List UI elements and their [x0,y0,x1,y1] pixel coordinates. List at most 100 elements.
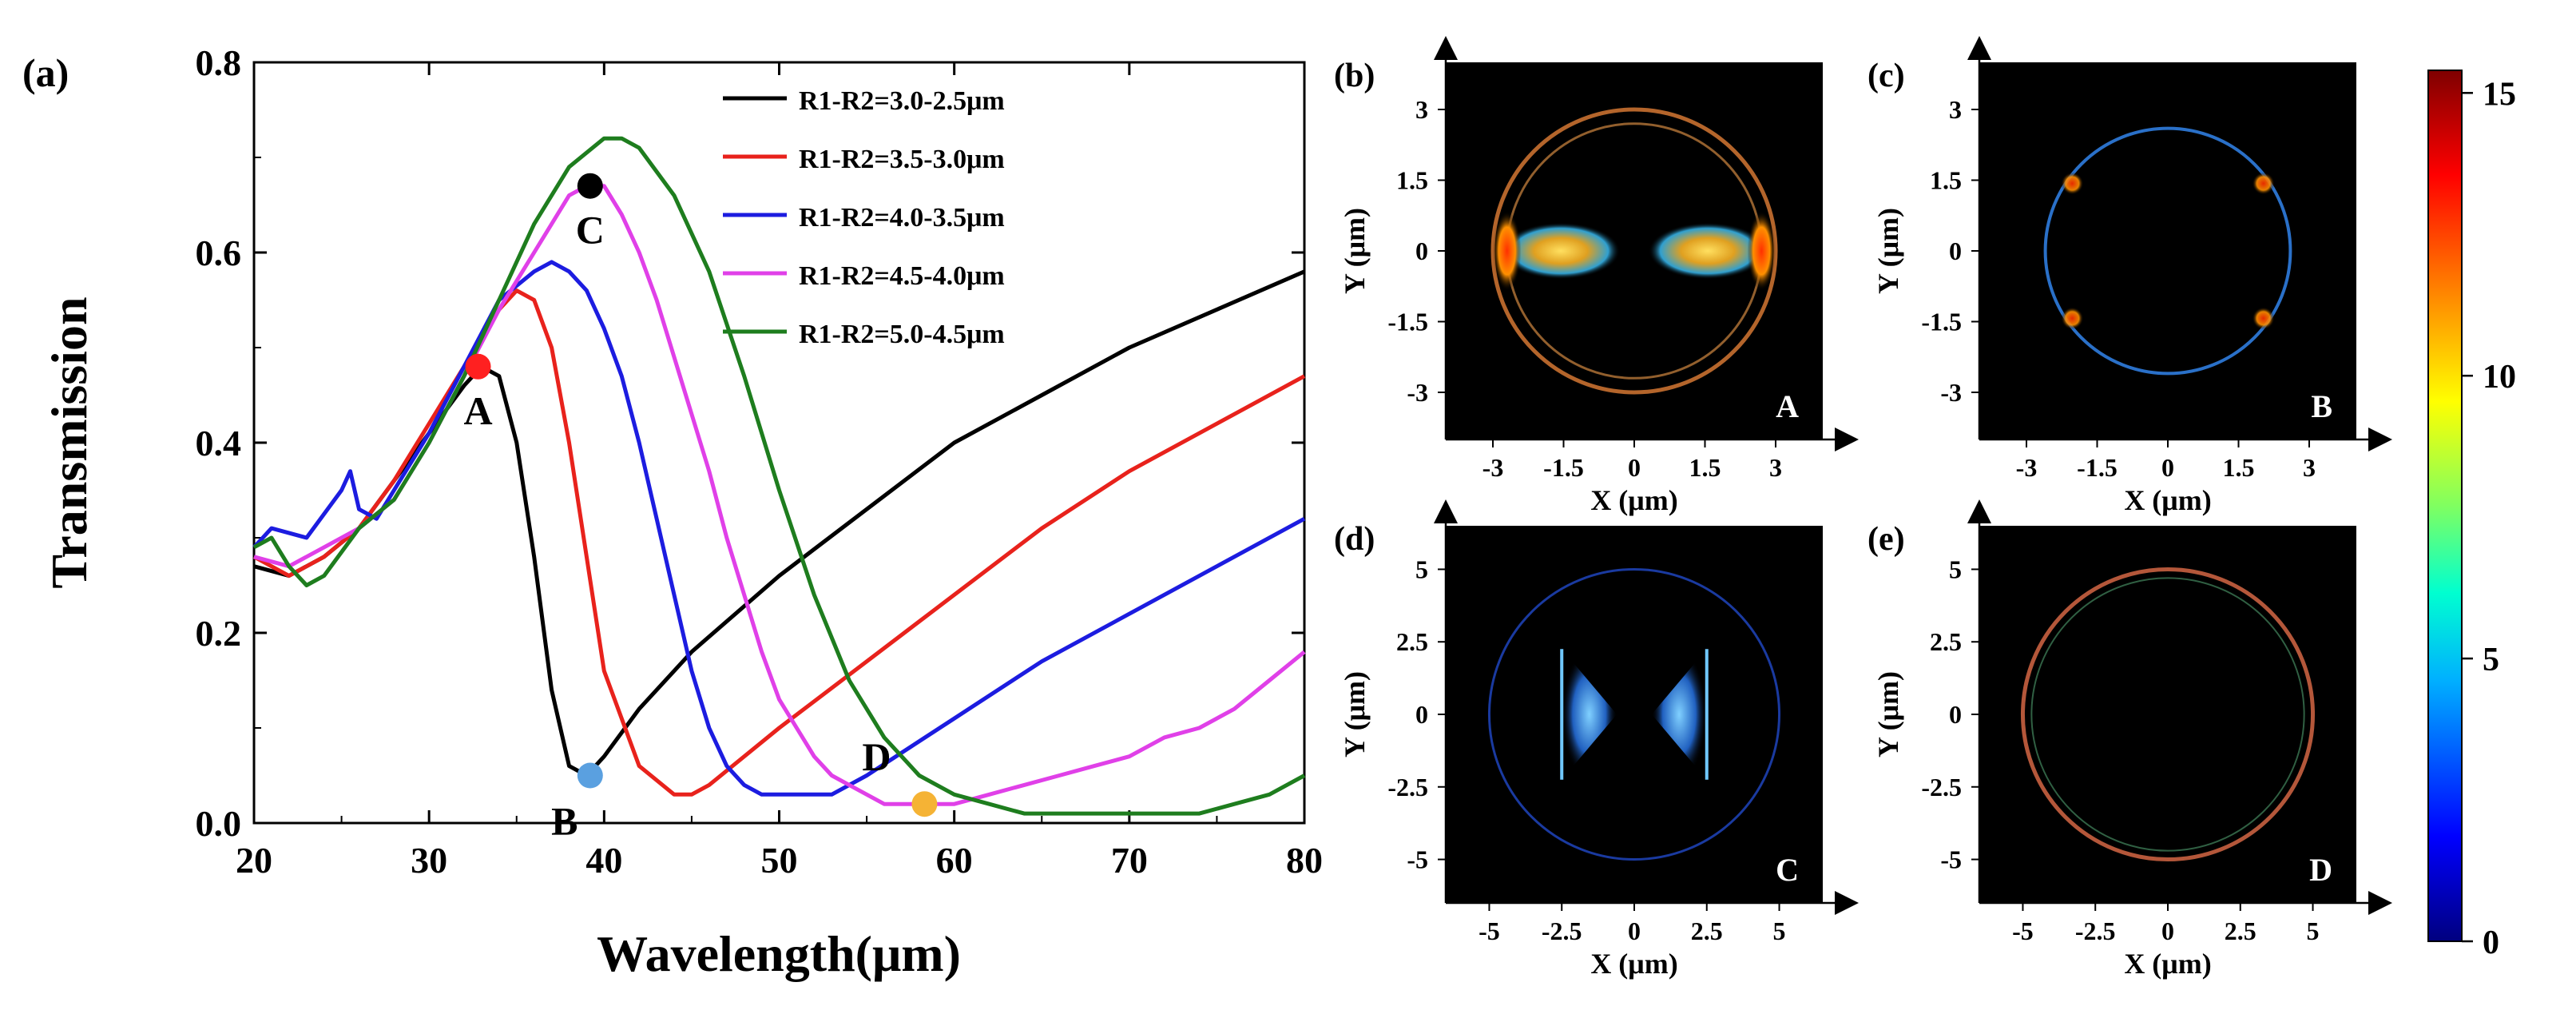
field-lobe-right [1648,222,1768,280]
x-tick-label: 0 [2161,453,2174,482]
series-line-r1-r2-3.5-3.0-m [252,288,1306,797]
heatmap-background [1446,526,1823,903]
y-tick-label: 2.5 [1930,627,1962,656]
y-tick-label: 1.5 [1396,166,1428,195]
field-ring-inner [2030,577,2305,852]
x-tick-label: -3 [1482,453,1504,482]
x-tick-label: 30 [411,840,447,881]
panel-point-label: A [1776,388,1799,424]
field-hotspot [2252,307,2275,330]
y-tick-label: 0 [1415,237,1428,265]
y-tick-label: 3 [1415,95,1428,124]
y-tick-label: 0.8 [196,42,242,83]
panel-point-label: D [2309,852,2332,888]
x-tick-label: 5 [2307,917,2320,945]
legend-entry-r1-r2-3.5-3.0-m: R1-R2=3.5-3.0μm [799,145,1005,174]
y-tick-label: -5 [1407,845,1428,874]
legend-entry-r1-r2-3.0-2.5-m: R1-R2=3.0-2.5μm [799,86,1005,116]
x-tick-label: -1.5 [1543,453,1584,482]
field-hotspot [2061,172,2084,195]
marker-point-c [577,173,603,199]
x-tick-label: 60 [936,840,973,881]
x-tick-label: -5 [2012,917,2034,945]
panel-label: (c) [1868,58,1905,94]
series-line-r1-r2-4.5-4.0-m [253,184,1306,806]
marker-label-b: B [551,799,578,844]
y-tick-label: 5 [1949,555,1962,583]
marker-label-d: D [862,734,891,779]
point-markers: A B C D [463,173,938,844]
x-tick-label: 3 [1769,453,1782,482]
colorbar: 0 5 10 15 [2427,70,2516,961]
y-tick-label: 0 [1949,700,1962,729]
heatmap-panel-b: -3 -1.5 0 1.5 3 3 1.5 0 -1.5 -3 X (μm) Y (μm) (b) A [1334,36,1859,516]
y-axis-label: Y (μm) [1339,208,1371,294]
field-ring [1487,567,1781,861]
panel-point-label: C [1776,852,1799,888]
x-tick-label: 2.5 [1691,917,1723,945]
x-axis-label: X (μm) [1590,484,1677,516]
heatmap-background [1979,526,2356,903]
x-tick-label: 3 [2303,453,2316,482]
legend-entry-r1-r2-4.5-4.0-m: R1-R2=4.5-4.0μm [799,261,1005,291]
x-tick-label: -2.5 [2075,917,2116,945]
y-tick-label: -2.5 [1921,773,1962,801]
y-tick-label: 1.5 [1930,166,1962,195]
x-tick-label: 1.5 [1689,453,1721,482]
y-tick-label: -3 [1407,378,1428,407]
x-tick-label: 40 [585,840,622,881]
marker-point-b [577,762,603,789]
x-axis-label: X (μm) [1590,948,1677,980]
field-lobe-left [1501,222,1621,280]
colorbar-tick-label: 5 [2483,642,2499,678]
legend: R1-R2=3.0-2.5μm R1-R2=3.5-3.0μm R1-R2=4.0-… [723,86,1005,349]
heatmap-panel-c: -3 -1.5 0 1.5 3 3 1.5 0 -1.5 -3 X (μm) Y (μm) (c) B [1868,36,2392,516]
marker-point-d [911,791,938,817]
x-tick-label: -1.5 [2077,453,2118,482]
y-tick-label: -5 [1940,845,1962,874]
heatmap-panel-d: -5 -2.5 0 2.5 5 5 2.5 0 -2.5 -5 X (μm) Y (μm) (d) C [1334,499,1859,980]
y-tick-label: 0.6 [196,233,242,273]
x-tick-label: 80 [1286,840,1323,881]
x-tick-label: 0 [1628,917,1641,945]
field-lobe-right [1651,649,1707,780]
x-tick-label: 0 [1628,453,1641,482]
x-tick-label: -5 [1479,917,1500,945]
field-distribution-maps: -3 -1.5 0 1.5 331.50-1.5-3X (μm)Y (μm)(b)A-3… [1334,36,2392,980]
panel-label-a: (a) [22,50,69,95]
heatmap-panel-e: -5 -2.5 0 2.5 5 5 2.5 0 -2.5 -5 X (μm) Y (μm) (e) D [1868,499,2392,980]
x-tick-label: 20 [236,840,272,881]
y-axis-label: Y (μm) [1872,208,1904,294]
y-axis-label: Y (μm) [1339,671,1371,758]
marker-label-c: C [576,208,605,253]
y-tick-label: 0.2 [196,613,242,654]
x-tick-label: 1.5 [2223,453,2255,482]
y-tick-label: 0 [1415,700,1428,729]
y-tick-label: 5 [1415,555,1428,583]
transmission-line-chart: (a) 20 30 40 50 60 70 80 0.0 0.2 0.4 0.6 0.8 A B C D R… [22,42,1323,982]
colorbar-tick-label: 0 [2483,925,2499,961]
x-tick-label: 50 [761,840,798,881]
x-tick-label: -2.5 [1542,917,1582,945]
panel-label: (d) [1334,521,1375,558]
field-lobe-left [1562,649,1617,780]
field-edge-right [1747,211,1776,291]
y-tick-label: 3 [1949,95,1962,124]
y-axis-label: Transmission [41,296,97,588]
plot-frame-a [252,61,1306,825]
field-ring-outer [2020,567,2316,862]
series-lines [252,136,1306,816]
legend-entry-r1-r2-5.0-4.5-m: R1-R2=5.0-4.5μm [799,320,1005,349]
x-tick-label: 0 [2161,917,2174,945]
series-line-r1-r2-5.0-4.5-m [252,136,1306,816]
series-line-r1-r2-4.0-3.5-m [252,260,1306,797]
x-tick-label: 70 [1111,840,1148,881]
y-tick-label: -2.5 [1387,773,1428,801]
x-tick-label: 2.5 [2225,917,2256,945]
field-hotspot [2061,307,2084,330]
marker-point-a [465,353,491,380]
colorbar-tick-label: 10 [2483,359,2516,396]
y-tick-label: -1.5 [1921,308,1962,336]
field-edge-left [1493,211,1522,291]
